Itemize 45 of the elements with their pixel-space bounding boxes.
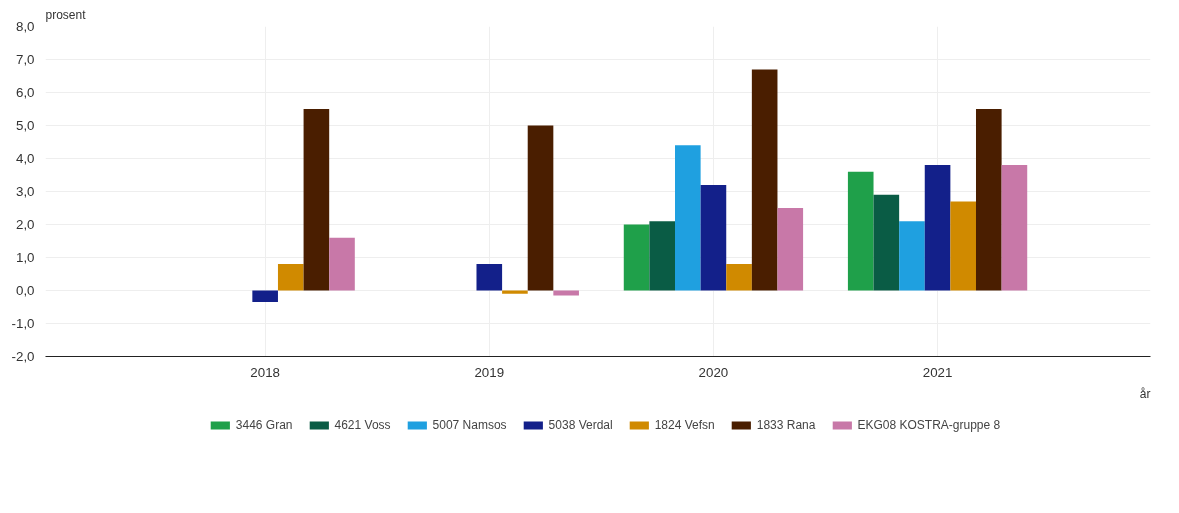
y-tick-label: 4,0 <box>15 151 35 166</box>
y-tick-label: 0,0 <box>15 283 35 298</box>
legend-label: 5007 Namsos <box>432 418 507 432</box>
bar <box>675 145 701 291</box>
y-tick-label: 3,0 <box>15 184 35 199</box>
x-axis-title: år <box>1139 386 1151 401</box>
bar <box>924 165 951 291</box>
legend-label: 1824 Vefsn <box>654 418 715 432</box>
bar <box>751 69 778 291</box>
x-tick-label: 2021 <box>922 364 953 380</box>
legend-label: EKG08 KOSTRA-gruppe 8 <box>857 418 1001 432</box>
bar <box>329 237 355 291</box>
bar <box>252 290 278 303</box>
bar <box>950 201 976 291</box>
bar <box>873 194 900 291</box>
y-tick-label: 7,0 <box>15 52 35 67</box>
y-tick-label: 5,0 <box>15 118 35 133</box>
y-tick-label: 6,0 <box>15 85 35 100</box>
y-axis-title: prosent <box>45 7 87 22</box>
bar <box>476 264 503 291</box>
bar <box>303 109 330 291</box>
legend-label: 3446 Gran <box>235 418 293 432</box>
y-tick-label: 2,0 <box>15 217 35 232</box>
bar <box>847 171 874 291</box>
y-tick-label: 1,0 <box>15 250 35 265</box>
y-tick-label: -1,0 <box>11 316 35 331</box>
bar <box>502 290 528 294</box>
legend-label: 1833 Rana <box>756 418 816 432</box>
bar <box>975 109 1002 291</box>
y-tick-label: 8,0 <box>15 19 35 34</box>
bar <box>899 221 925 291</box>
legend-label: 5038 Verdal <box>548 418 613 432</box>
bar <box>700 184 727 291</box>
bar <box>623 224 650 291</box>
x-tick-label: 2019 <box>474 364 505 380</box>
x-tick-label: 2018 <box>250 364 280 380</box>
bar <box>1001 165 1028 291</box>
bar <box>726 264 752 291</box>
legend-label: 4621 Voss <box>334 418 391 432</box>
bar <box>277 264 304 291</box>
bar <box>649 221 676 291</box>
x-tick-label: 2020 <box>698 364 729 380</box>
y-tick-label: -2,0 <box>11 349 35 364</box>
bar <box>777 208 804 291</box>
bar <box>527 125 554 291</box>
